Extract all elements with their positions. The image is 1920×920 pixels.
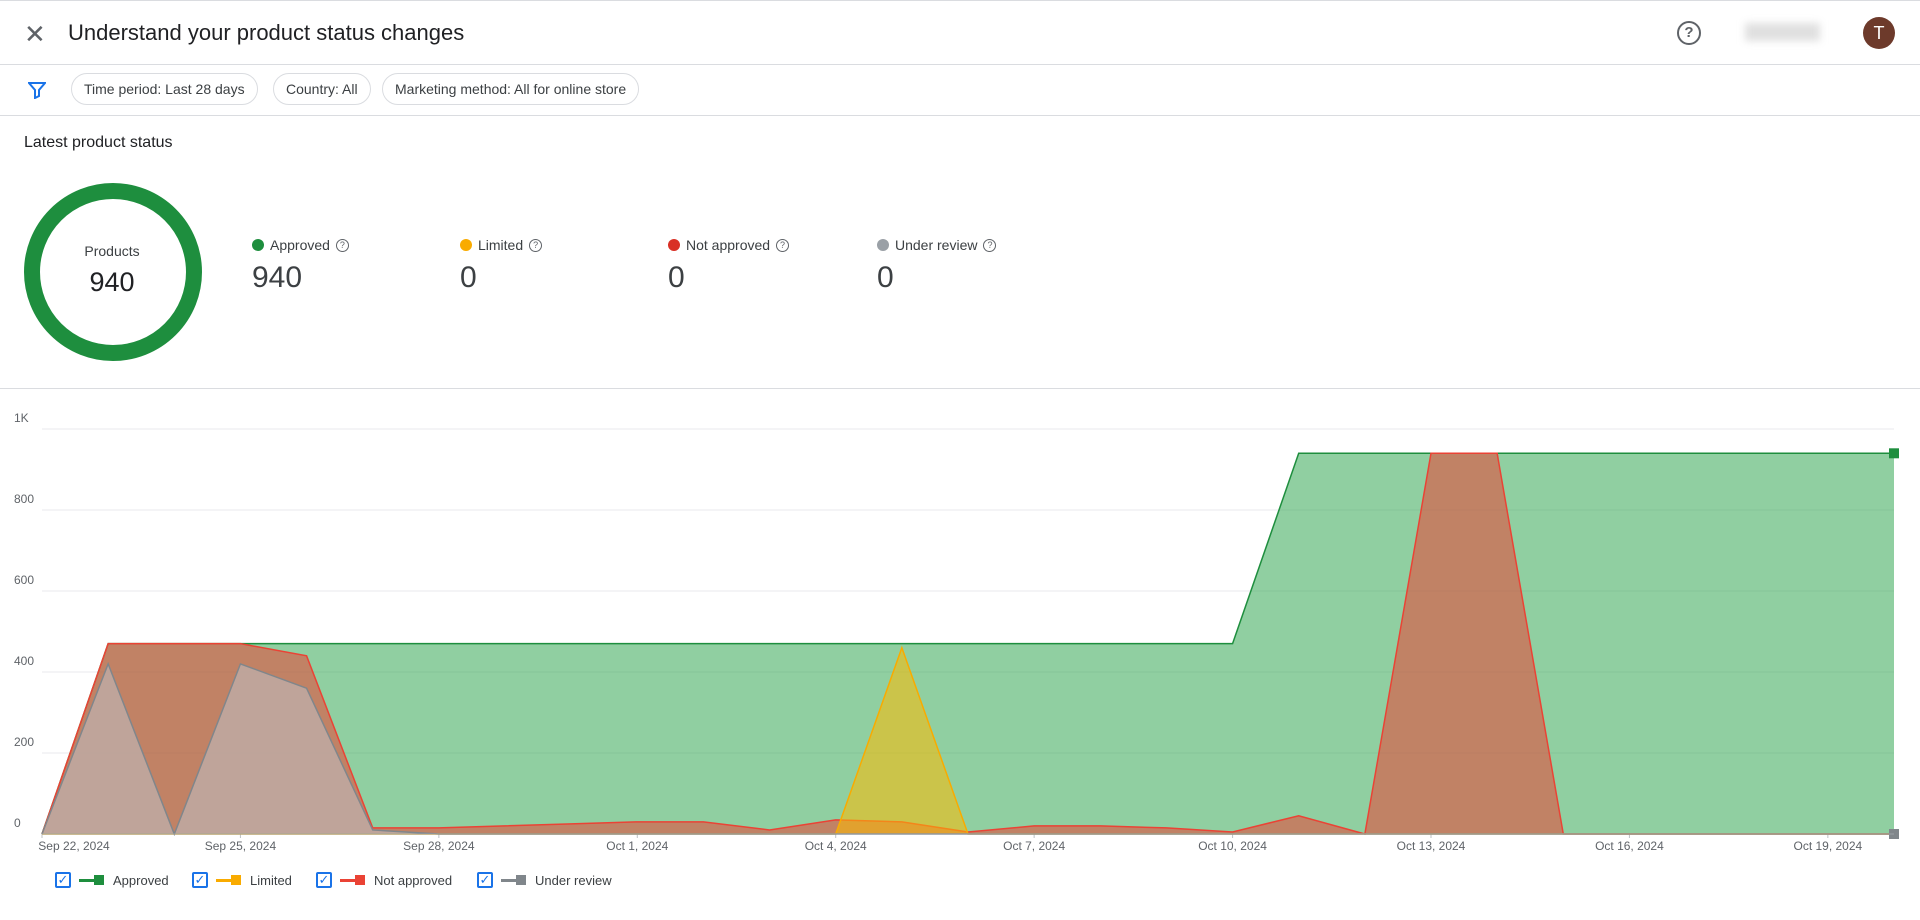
status-value: 940 [252, 261, 303, 294]
x-tick-label: Oct 4, 2024 [805, 839, 867, 853]
x-tick-label: Oct 1, 2024 [606, 839, 668, 853]
status-value: 0 [668, 261, 685, 294]
donut-ring [24, 183, 202, 361]
info-icon[interactable]: ? [776, 238, 790, 252]
filter-icon[interactable] [28, 81, 46, 99]
area [42, 663, 1894, 834]
info-icon[interactable]: ? [335, 238, 349, 252]
status-dot [460, 239, 472, 251]
status-name: Under review [895, 237, 978, 253]
legend-checkbox[interactable]: ✓ [192, 872, 208, 888]
donut [24, 183, 202, 361]
legend-item: ✓ Limited [192, 872, 292, 888]
legend-checkbox[interactable]: ✓ [316, 872, 332, 888]
status-item: Approved? 940 [252, 237, 349, 295]
page-title: Understand your product status changes [68, 20, 465, 45]
x-tick-label: Oct 19, 2024 [1793, 839, 1862, 853]
x-tick-label: Sep 22, 2024 [38, 839, 110, 853]
status-dot [668, 239, 680, 251]
x-tick-label: Sep 25, 2024 [205, 839, 277, 853]
line [41, 452, 1894, 835]
info-icon[interactable]: ? [529, 238, 543, 252]
filter-chip[interactable]: Marketing method: All for online store [382, 73, 640, 105]
y-tick-label: 600 [14, 573, 34, 587]
status-dot [252, 239, 264, 251]
status-item: Limited? 0 [460, 237, 543, 295]
status-item: Under review? 0 [877, 237, 997, 295]
status-dot [877, 239, 889, 251]
status-name: Not approved [686, 237, 771, 253]
filter-chip[interactable]: Time period: Last 28 days [71, 73, 258, 105]
legend-item: ✓ Under review [477, 872, 612, 888]
x-tick-label: Oct 16, 2024 [1595, 839, 1664, 853]
donut-total: 940 [89, 267, 135, 297]
help-button[interactable]: ? [1677, 21, 1701, 45]
donut-label: Products [84, 243, 140, 259]
status-item: Not approved? 0 [668, 237, 790, 295]
area [42, 453, 1894, 834]
legend-item: ✓ Not approved [316, 872, 452, 888]
status-value: 0 [460, 261, 477, 294]
status-label: Not approved? [668, 237, 790, 253]
avatar[interactable]: T [1863, 17, 1895, 49]
legend-label: Under review [535, 872, 612, 888]
x-tick-label: Oct 7, 2024 [1003, 839, 1065, 853]
status-value: 0 [877, 261, 894, 294]
x-tick-label: Oct 13, 2024 [1397, 839, 1466, 853]
legend-icon [216, 875, 241, 885]
legend-icon [79, 875, 104, 885]
legend-checkbox[interactable]: ✓ [55, 872, 71, 888]
legend-label: Approved [113, 872, 169, 888]
status-name: Approved [270, 237, 330, 253]
end-marker [1889, 448, 1899, 459]
status-name: Limited [478, 237, 524, 253]
close-button[interactable]: ✕ [24, 19, 46, 49]
filter-bar: Time period: Last 28 days Country: All M… [0, 65, 1920, 116]
status-label: Limited? [460, 237, 543, 253]
filter-chip[interactable]: Country: All [273, 73, 371, 105]
x-tick-label: Sep 28, 2024 [403, 839, 475, 853]
y-tick-label: 0 [14, 816, 21, 830]
legend-label: Not approved [374, 872, 453, 888]
y-tick-label: 400 [14, 654, 34, 668]
header: ✕ Understand your product status changes… [0, 0, 1920, 65]
status-label: Approved? [252, 237, 349, 253]
legend-icon [501, 875, 526, 885]
legend-item: ✓ Approved [55, 872, 169, 888]
legend-label: Limited [250, 872, 292, 888]
status-label: Under review? [877, 237, 997, 253]
section-title: Latest product status [24, 134, 173, 151]
legend-checkbox[interactable]: ✓ [477, 872, 493, 888]
legend-icon [340, 875, 365, 885]
info-icon[interactable]: ? [983, 238, 997, 252]
status-section: Latest product status Products 940 Appro… [0, 116, 1920, 389]
account-name [1745, 23, 1820, 41]
chart: 0 200 400 600 800 1K Sep 22, 2024 Sep 25, 2024 S… [14, 411, 1899, 853]
x-tick-label: Oct 10, 2024 [1198, 839, 1267, 853]
y-tick-label: 200 [14, 735, 34, 749]
y-tick-label: 800 [14, 492, 34, 506]
y-tick-label: 1K [14, 411, 29, 425]
